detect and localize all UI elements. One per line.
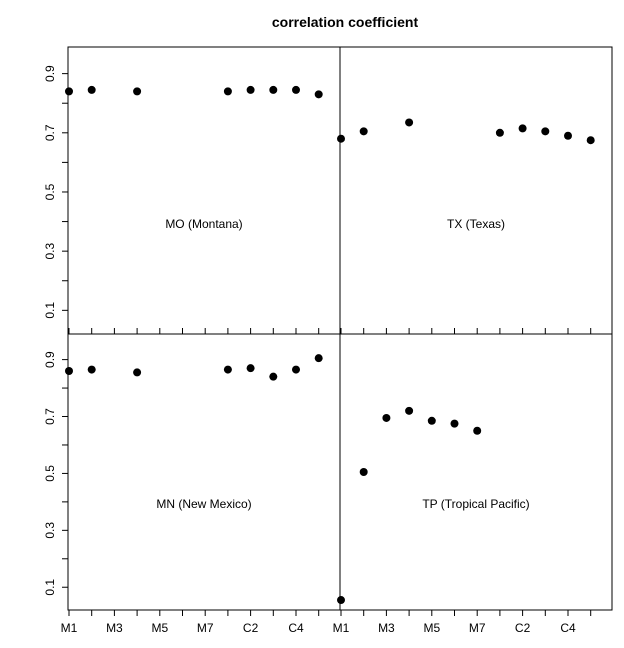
x-tick-label: M1 [333, 621, 350, 635]
panel-4: TP (Tropical Pacific) [337, 406, 530, 605]
panel-label: TP (Tropical Pacific) [422, 497, 529, 511]
x-tick-label: C4 [288, 621, 304, 635]
data-point [405, 118, 414, 127]
y-tick-label: 0.7 [43, 408, 57, 425]
x-tick-label: M7 [469, 621, 486, 635]
panels: MO (Montana) TX (Texas) MN (New Mexico) TP … [65, 85, 595, 605]
x-tick-label: C4 [560, 621, 576, 635]
data-point [337, 596, 345, 605]
data-point [495, 128, 504, 137]
data-point [359, 127, 368, 136]
data-point [269, 85, 278, 94]
y-tick-label: 0.1 [43, 302, 57, 319]
y-tick-label: 0.7 [43, 124, 57, 141]
data-point [337, 134, 345, 143]
panel-label: MN (New Mexico) [156, 497, 251, 511]
x-tick-label: M5 [423, 621, 440, 635]
panel-2: TX (Texas) [337, 118, 595, 231]
y-tick-label: 0.3 [43, 242, 57, 259]
axes: 0.1 0.3 0.5 0.7 0.9 0.1 0.3 0.5 0.7 0.9 M1 M3 M5 M7 C2… [43, 46, 613, 635]
data-point [133, 368, 142, 377]
panel-label: TX (Texas) [447, 217, 505, 231]
y-tick-label: 0.9 [43, 65, 57, 82]
y-tick-label: 0.9 [43, 351, 57, 368]
x-tick-label: M5 [151, 621, 168, 635]
x-tick-label: C2 [515, 621, 531, 635]
data-point [65, 87, 73, 96]
x-tick-label: C2 [243, 621, 259, 635]
data-point [359, 468, 368, 476]
data-point [246, 85, 255, 94]
data-point [65, 366, 73, 375]
data-point [223, 87, 232, 96]
data-point [87, 365, 96, 374]
y-tick-label: 0.1 [43, 579, 57, 596]
panel-1: MO (Montana) [65, 85, 323, 231]
data-point [450, 419, 459, 428]
x-tick-label: M3 [378, 621, 395, 635]
x-tick-label: M3 [106, 621, 123, 635]
data-point [314, 90, 323, 99]
data-point [269, 372, 278, 381]
data-point [246, 364, 255, 373]
y-tick-label: 0.5 [43, 183, 57, 200]
y-tick-label: 0.5 [43, 465, 57, 482]
data-point [427, 416, 436, 425]
panel-label: MO (Montana) [165, 217, 242, 231]
data-point [292, 85, 300, 94]
data-point [564, 131, 572, 140]
data-point [87, 85, 96, 94]
data-point [586, 136, 595, 145]
x-tick-label: M7 [197, 621, 214, 635]
chart-title: correlation coefficient [272, 14, 419, 30]
data-point [473, 426, 482, 435]
x-tick-label: M1 [61, 621, 78, 635]
data-point [292, 365, 300, 374]
y-tick-label: 0.3 [43, 522, 57, 539]
data-point [382, 413, 391, 422]
data-point [405, 406, 414, 415]
data-point [518, 124, 527, 133]
data-point [133, 87, 142, 96]
panel-3: MN (New Mexico) [65, 354, 323, 511]
data-point [314, 354, 323, 363]
data-point [541, 127, 550, 136]
data-point [223, 365, 232, 374]
